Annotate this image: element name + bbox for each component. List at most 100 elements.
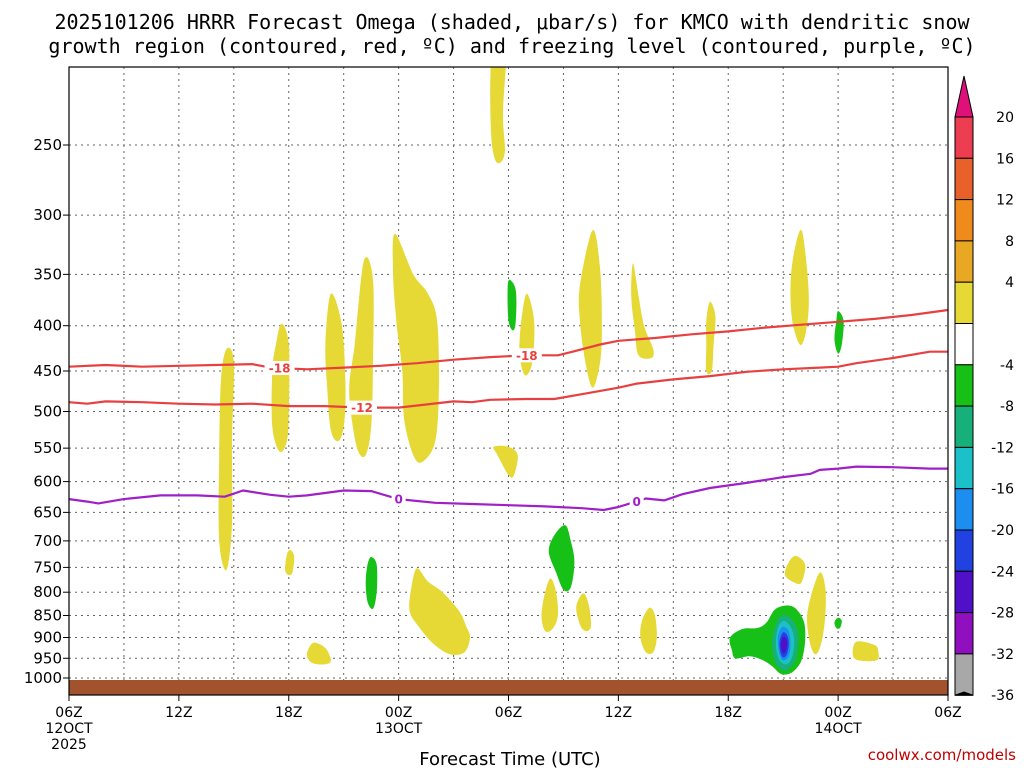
colorbar-label-3: 8	[1005, 234, 1014, 250]
y-tick-label-600: 600	[33, 473, 62, 491]
x-axis-title: Forecast Time (UTC)	[419, 749, 600, 768]
colorbar-label-11: -28	[991, 606, 1014, 622]
omega-region-10	[705, 301, 716, 375]
omega-region-0	[490, 67, 506, 164]
x-tick-label-0-0: 06Z	[55, 705, 82, 721]
y-tick-label-350: 350	[33, 265, 62, 283]
omega-region-17	[306, 642, 331, 665]
colorbar-band-3	[954, 240, 974, 283]
y-tick-label-550: 550	[33, 439, 62, 457]
colorbar-label-8: -16	[991, 482, 1014, 498]
x-tick-label-36-0: 18Z	[715, 705, 742, 721]
y-tick-label-700: 700	[33, 532, 62, 550]
x-tick-label-48-0: 06Z	[934, 705, 961, 721]
colorbar-label-7: -12	[991, 440, 1014, 456]
omega-region-7	[493, 445, 518, 478]
x-tick-label-42-0: 00Z	[824, 705, 851, 721]
colorbar-band-0	[954, 116, 974, 159]
colorbar-band-10	[954, 529, 974, 572]
isotherm-label-bg-2-1	[629, 494, 644, 509]
plot-area: -18 -18 -12 0 0	[68, 66, 949, 696]
colorbar-label-1: 16	[996, 151, 1014, 167]
isotherm-label-0-1: -18	[516, 349, 538, 363]
y-tick-label-800: 800	[33, 583, 62, 601]
omega-region-22	[548, 525, 575, 592]
isotherm-label-bg-1-0	[347, 400, 377, 415]
colorbar-label-2: 12	[996, 193, 1014, 209]
omega-region-19	[807, 572, 826, 655]
colorbar-band-6	[954, 364, 974, 407]
isotherm-contours: -18 -18 -12 0 0	[68, 308, 949, 512]
omega-region-20	[852, 641, 879, 662]
omega-region-25	[834, 617, 842, 629]
isotherm-label-bg-0-0	[264, 360, 295, 375]
colorbar-label-9: -20	[991, 523, 1014, 539]
colorbar-label-0: 20	[996, 110, 1014, 126]
y-tick-label-250: 250	[33, 136, 62, 154]
isotherm-label-bg-0-1	[511, 348, 542, 363]
colorbar-band-9	[954, 488, 974, 531]
credit-text: coolwx.com/models	[868, 746, 1016, 764]
isotherm-label-2-1: 0	[633, 495, 641, 509]
y-tick-label-650: 650	[33, 503, 62, 521]
isotherm-label-bg-2-0	[391, 492, 406, 507]
colorbar-label-10: -24	[991, 564, 1014, 580]
y-tick-label-450: 450	[33, 362, 62, 380]
y-tick-label-900: 900	[33, 628, 62, 646]
colorbar: 20 16 12 8 4 -4 -8 -12 -16 -20 -24 -28 -32 -36	[954, 75, 1014, 704]
colorbar-top-triangle	[954, 75, 974, 118]
x-tick-label-12-0: 18Z	[275, 705, 302, 721]
y-tick-label-750: 750	[33, 558, 62, 576]
omega-region-2	[271, 323, 290, 453]
colorbar-band-5	[954, 323, 974, 366]
y-tick-label-300: 300	[33, 206, 62, 224]
omega-region-12	[285, 550, 295, 576]
x-tick-label-24-0: 06Z	[495, 705, 522, 721]
y-tick-label-950: 950	[33, 649, 62, 667]
colorbar-label-6: -8	[1000, 399, 1014, 415]
x-tick-label-6-0: 12Z	[165, 705, 192, 721]
omega-region-32	[780, 636, 788, 654]
colorbar-label-13: -36	[991, 688, 1014, 704]
omega-region-21	[507, 279, 517, 331]
y-tick-label-400: 400	[33, 317, 62, 335]
omega-region-14	[541, 578, 559, 633]
colorbar-bottom-triangle	[954, 691, 974, 696]
colorbar-band-12	[954, 612, 974, 655]
x-tick-label-42-1: 14OCT	[815, 721, 863, 737]
omega-region-11	[790, 229, 809, 346]
x-tick-label-0-1: 12OCT	[45, 721, 93, 737]
isotherm-line-2	[68, 465, 948, 512]
colorbar-band-8	[954, 446, 974, 490]
y-tick-label-500: 500	[33, 403, 62, 421]
x-tick-label-18-0: 00Z	[385, 705, 412, 721]
colorbar-band-7	[954, 405, 974, 448]
colorbar-label-4: 4	[1005, 275, 1014, 291]
isotherm-line-1	[68, 350, 948, 409]
colorbar-band-4	[954, 281, 974, 325]
omega-region-9	[631, 263, 654, 359]
terrain-surface	[69, 680, 948, 695]
omega-region-23	[365, 557, 378, 610]
omega-region-16	[640, 607, 657, 654]
omega-region-5	[392, 233, 440, 463]
chart-title-line-1: 2025101206 HRRR Forecast Omega (shaded, …	[54, 10, 970, 34]
colorbar-label-12: -32	[991, 647, 1014, 663]
x-tick-label-30-0: 12Z	[605, 705, 632, 721]
omega-region-18	[784, 555, 806, 585]
y-axis: 250 300 350 400 450 500 550 600 650 700 750 800 850 9…	[24, 136, 69, 687]
isotherm-label-0-0: -18	[269, 361, 291, 375]
colorbar-band-11	[954, 570, 974, 614]
colorbar-band-13	[954, 653, 974, 696]
colorbar-band-1	[954, 157, 974, 201]
omega-region-13	[409, 568, 471, 655]
isotherm-label-1-0: -12	[351, 401, 373, 415]
colorbar-band-2	[954, 199, 974, 242]
y-tick-label-1000: 1000	[24, 669, 62, 687]
chart-title-line-2: growth region (contoured, red, ºC) and f…	[48, 34, 975, 58]
y-tick-label-850: 850	[33, 607, 62, 625]
colorbar-label-5: -4	[1000, 358, 1014, 374]
isotherm-label-2-0: 0	[394, 493, 402, 507]
